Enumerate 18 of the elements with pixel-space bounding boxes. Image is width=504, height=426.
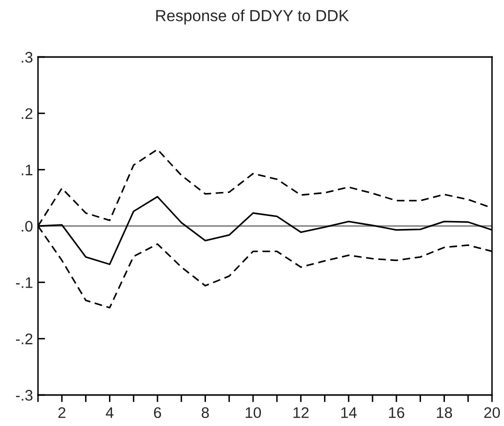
x-tick-label: 8	[202, 407, 209, 418]
y-tick-label: -.3	[16, 390, 32, 401]
x-tick-label: 14	[341, 407, 357, 418]
y-tick-label: .0	[22, 220, 33, 232]
x-tick-label: 6	[154, 407, 162, 418]
x-tick-label: 2	[58, 407, 66, 418]
x-tick-label: 12	[294, 407, 309, 418]
x-tick-label: 4	[106, 407, 114, 418]
x-tick-label: 10	[246, 407, 261, 418]
x-tick-label: 16	[389, 407, 404, 418]
y-tick-label: .1	[22, 164, 32, 176]
chart-title: Response of DDYY to DDK	[156, 10, 349, 24]
x-tick-label: 18	[436, 407, 452, 418]
x-tick-label: 20	[484, 407, 500, 418]
y-tick-label: -.2	[16, 334, 32, 344]
y-tick-label: .2	[22, 108, 32, 119]
y-tick-label: -.1	[16, 277, 32, 288]
y-tick-label: .3	[22, 52, 32, 63]
